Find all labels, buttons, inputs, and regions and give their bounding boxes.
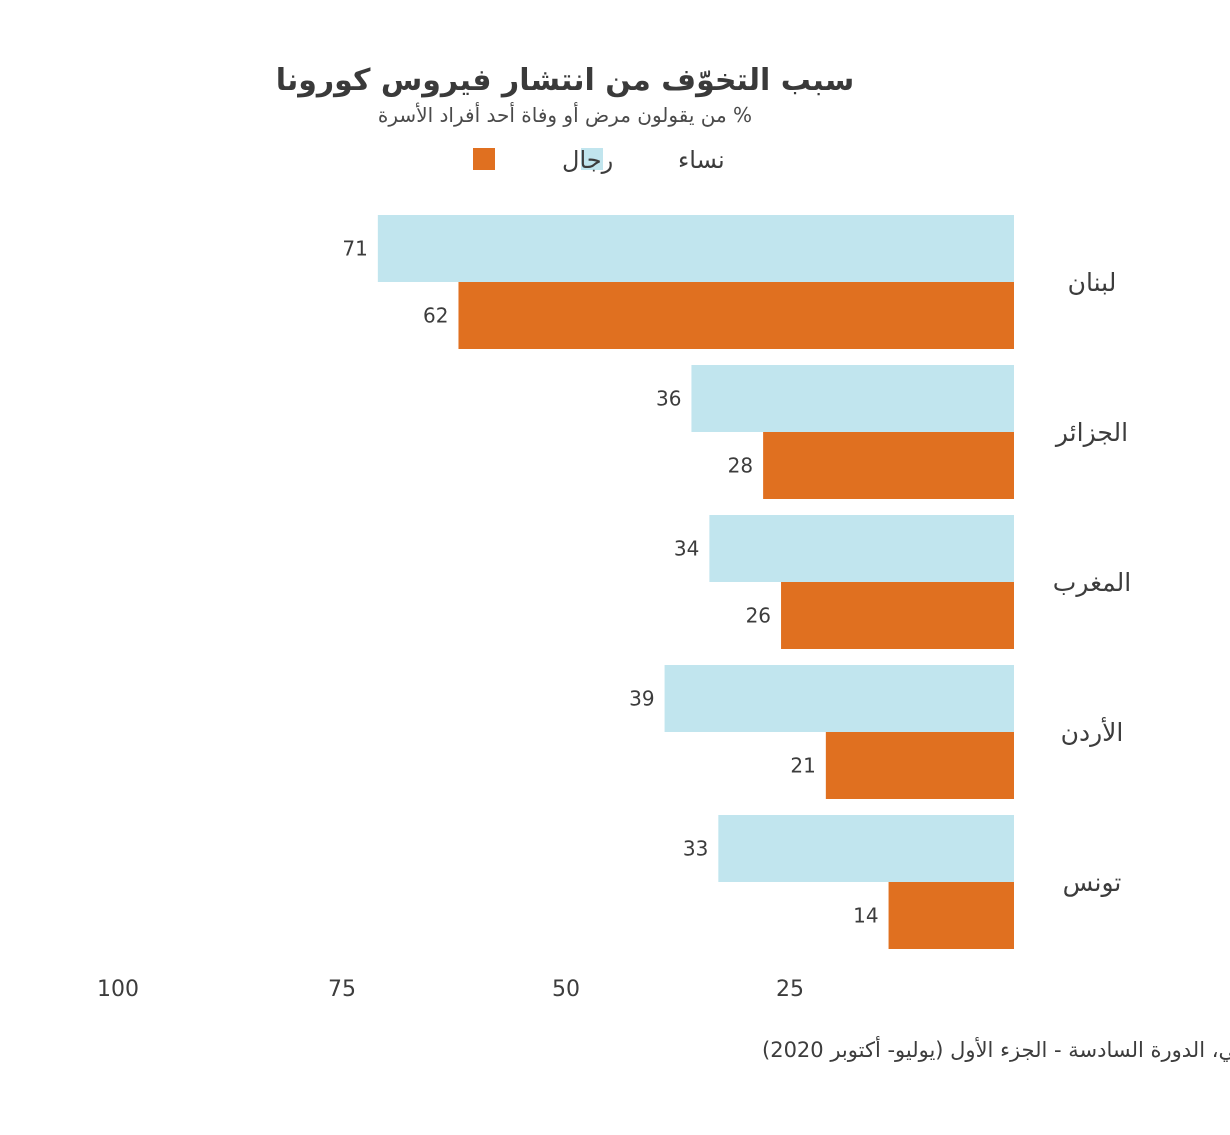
legend: نساء رجال: [473, 146, 725, 174]
x-axis-ticks: 25 50 75 100: [97, 977, 804, 1002]
source-note: الباروميتر العربي، الدورة السادسة - الجز…: [762, 1036, 1230, 1062]
value-label-men-0: 62: [423, 304, 448, 328]
bar-men-2: [781, 582, 1014, 649]
category-label-0: لبنان: [1068, 268, 1117, 297]
bar-women-2: [709, 515, 1014, 582]
bar-women-0: [377, 215, 1015, 282]
x-tick-label-0: 25: [776, 977, 804, 1002]
category-label-2: المغرب: [1053, 568, 1131, 597]
x-tick-label-3: 100: [97, 977, 139, 1002]
chart-subtitle: % من يقولون مرض أو وفاة أحد أفراد الأسرة: [378, 102, 752, 127]
legend-label-men: رجال: [562, 146, 613, 174]
legend-swatch-women: [581, 148, 603, 170]
legend-swatch-men: [473, 148, 495, 170]
bar-men-0: [458, 282, 1015, 349]
category-label-4: تونس: [1063, 868, 1122, 897]
bar-men-1: [763, 432, 1014, 499]
x-tick-label-2: 75: [328, 977, 356, 1002]
bars: [377, 215, 1015, 949]
bar-women-1: [691, 365, 1014, 432]
bar-men-4: [888, 882, 1014, 949]
chart-title: سبب التخوّف من انتشار فيروس كورونا: [276, 63, 855, 98]
category-label-3: الأردن: [1061, 716, 1124, 747]
legend-label-women: نساء: [678, 146, 725, 174]
bar-women-4: [718, 815, 1014, 882]
value-label-men-2: 26: [746, 604, 771, 628]
value-label-women-4: 33: [683, 837, 708, 861]
bar-men-3: [825, 732, 1014, 799]
value-labels: 71 62 36 28 34 26 39 21 33 14: [342, 237, 878, 928]
value-label-women-2: 34: [674, 537, 699, 561]
value-label-women-0: 71: [342, 237, 367, 261]
value-label-women-3: 39: [629, 687, 654, 711]
value-label-men-3: 21: [790, 754, 815, 778]
category-label-1: الجزائر: [1054, 418, 1128, 447]
bar-women-3: [664, 665, 1014, 732]
category-labels: لبنان الجزائر المغرب الأردن تونس: [1053, 268, 1131, 897]
value-label-men-1: 28: [728, 454, 753, 478]
value-label-men-4: 14: [853, 904, 878, 928]
x-tick-label-1: 50: [552, 977, 580, 1002]
value-label-women-1: 36: [656, 387, 681, 411]
